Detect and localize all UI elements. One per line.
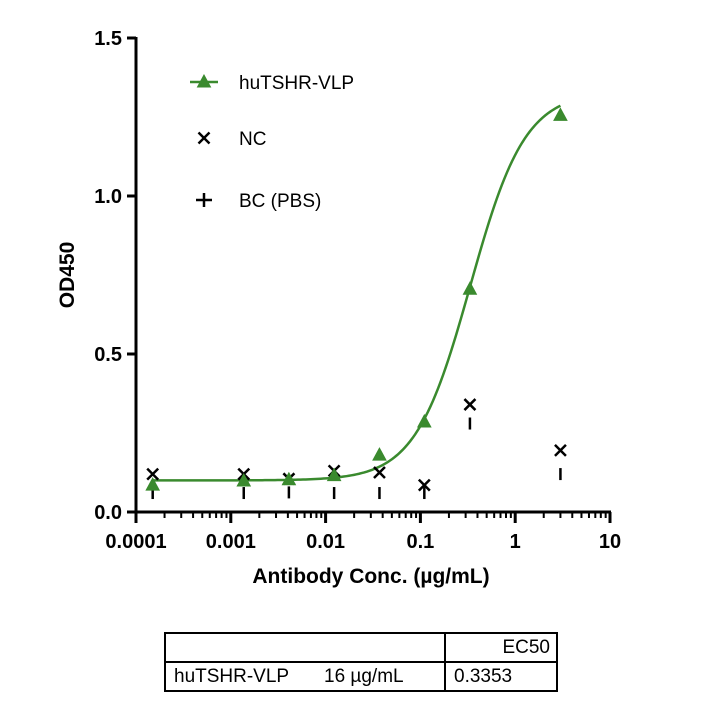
table-header-row: EC50 xyxy=(164,632,558,663)
x-marker-stroke xyxy=(373,466,386,479)
y-axis-title: OD450 xyxy=(56,242,79,309)
data-point xyxy=(281,471,297,486)
x-tick-label: 0.001 xyxy=(206,531,256,553)
x-marker-stroke xyxy=(554,443,567,457)
y-tick-label: 1.0 xyxy=(94,186,122,208)
axes: 0.0 0.5 1.0 1.5 0.0001 0.001 0.01 0.1 1 10 xyxy=(94,28,621,553)
legend-marker xyxy=(197,131,211,145)
data-point xyxy=(553,107,568,121)
y-tick-label: 0.5 xyxy=(94,344,122,366)
fit-curves xyxy=(152,104,562,482)
x-tick-label: 0.1 xyxy=(406,531,434,553)
legend-marker xyxy=(196,73,212,88)
x-tick-label: 0.01 xyxy=(306,531,345,553)
table-row-name: huTSHR-VLP xyxy=(174,665,290,687)
table-header-label xyxy=(164,632,446,663)
data-point xyxy=(236,472,252,487)
data-point xyxy=(417,478,431,492)
legend-label: BC (PBS) xyxy=(239,191,321,212)
x-tick-label: 0.0001 xyxy=(105,531,166,553)
y-tick-label: 1.5 xyxy=(94,28,122,50)
legend-label: NC xyxy=(239,129,266,150)
x-tick-label: 1 xyxy=(510,531,521,553)
data-point xyxy=(416,413,432,428)
table-row-label-cell: huTSHR-VLP 16 µg/mL xyxy=(164,661,446,692)
x-marker-stroke xyxy=(417,478,431,492)
x-axis-title: Antibody Conc. (µg/mL) xyxy=(252,565,489,588)
table-row-conc: 16 µg/mL xyxy=(324,665,404,687)
legend: huTSHR-VLP NC BC (PBS) xyxy=(190,73,354,212)
table-header-ec50: EC50 xyxy=(444,632,558,663)
data-point xyxy=(463,398,477,411)
x-tick-label: 10 xyxy=(599,531,621,553)
table-row: huTSHR-VLP 16 µg/mL 0.3353 xyxy=(164,661,558,692)
legend-marker xyxy=(196,193,212,207)
ec50-chart: 0.0 0.5 1.0 1.5 0.0001 0.001 0.01 0.1 1 10 huTSHR… xyxy=(56,28,621,588)
table-row-ec50: 0.3353 xyxy=(444,661,558,692)
legend-item: NC xyxy=(197,129,266,150)
data-point xyxy=(145,477,161,491)
data-point xyxy=(554,443,567,457)
data-point xyxy=(372,447,387,461)
legend-item: BC (PBS) xyxy=(196,191,321,212)
data-point xyxy=(373,466,386,479)
data-point xyxy=(146,467,160,481)
fit-curve xyxy=(152,104,562,482)
y-tick-label: 0.0 xyxy=(94,502,122,524)
x-marker-stroke xyxy=(197,131,211,145)
ec50-table: EC50 huTSHR-VLP 16 µg/mL 0.3353 xyxy=(164,632,558,692)
legend-label: huTSHR-VLP xyxy=(239,73,354,94)
data-point xyxy=(462,281,478,295)
x-marker-stroke xyxy=(463,398,477,411)
data-point xyxy=(326,467,342,482)
legend-item: huTSHR-VLP xyxy=(190,73,354,94)
x-marker-stroke xyxy=(146,467,160,481)
data-points xyxy=(145,107,568,500)
